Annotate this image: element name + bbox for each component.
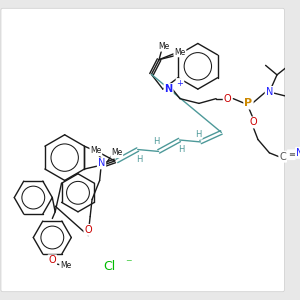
Text: Cl: Cl [103, 260, 116, 272]
Text: ≡: ≡ [288, 150, 295, 159]
Text: H: H [178, 145, 185, 154]
Text: C: C [279, 152, 286, 162]
Text: H: H [136, 154, 143, 164]
Text: H: H [154, 137, 160, 146]
Text: O: O [224, 94, 231, 103]
Text: O: O [84, 225, 92, 235]
Text: N: N [266, 87, 273, 97]
Text: P: P [244, 98, 253, 108]
Text: N: N [98, 158, 105, 168]
Text: +: + [176, 79, 183, 88]
Text: Me: Me [60, 261, 71, 270]
Text: Me: Me [174, 47, 186, 56]
Text: O: O [249, 117, 257, 128]
Text: Me: Me [90, 146, 101, 155]
Text: H: H [195, 130, 202, 139]
Text: Me: Me [158, 42, 169, 51]
Text: ⁻: ⁻ [125, 258, 132, 271]
Text: O: O [49, 255, 56, 265]
FancyBboxPatch shape [1, 8, 284, 292]
Text: N: N [296, 148, 300, 158]
Text: N: N [164, 84, 172, 94]
Text: Me: Me [111, 148, 122, 158]
